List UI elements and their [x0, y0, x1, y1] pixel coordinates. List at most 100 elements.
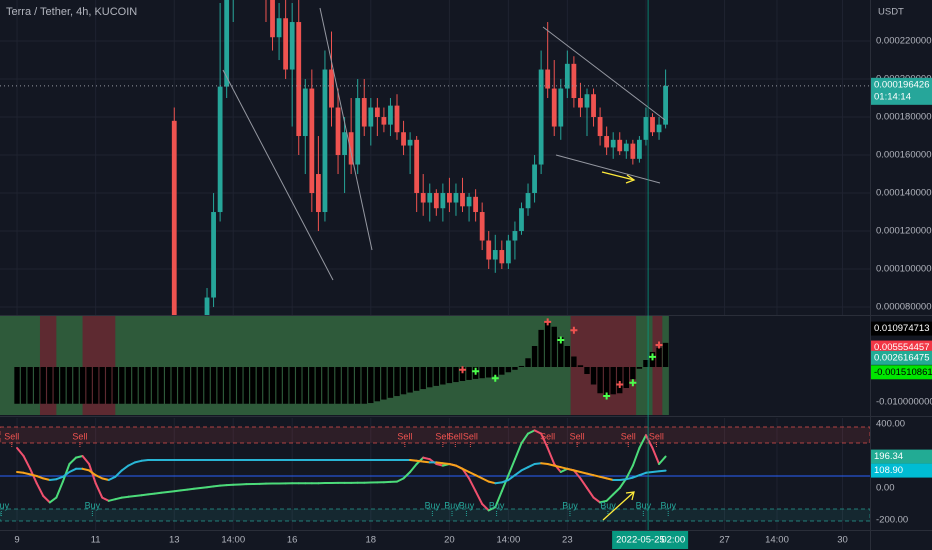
- oscillator-line: [192, 487, 202, 490]
- histogram-bar: [256, 367, 263, 404]
- oscillator-line: [572, 469, 582, 480]
- lower-band: [0, 508, 870, 522]
- signal-marker: [570, 326, 578, 334]
- oscillator-line: [658, 469, 667, 473]
- x-tick-label: 16: [287, 535, 298, 546]
- candle-body: [309, 88, 315, 194]
- candle-body: [571, 63, 577, 99]
- histogram-bar: [250, 367, 256, 404]
- histogram-bar: [197, 367, 204, 404]
- histogram-bar: [603, 367, 610, 396]
- oscillator-line: [507, 474, 516, 481]
- histogram-bar: [499, 367, 505, 375]
- histogram-bar: [210, 367, 217, 404]
- price-unit: USDT: [878, 7, 904, 18]
- oscillator-line: [638, 434, 647, 449]
- signal-marker: [557, 336, 565, 344]
- signal-marker: [629, 379, 637, 387]
- y-tick-label: -0.010000000: [876, 397, 932, 408]
- candle-body: [355, 98, 361, 165]
- oscillator-line: [147, 492, 156, 496]
- oscillator-line: [160, 491, 169, 494]
- signal-label: Sell: [4, 431, 19, 441]
- histogram-bar: [171, 367, 177, 404]
- oscillator-line: [120, 495, 130, 499]
- histogram-bar: [361, 367, 367, 404]
- oscillator-line: [533, 429, 543, 435]
- oscillator-line: [186, 487, 195, 491]
- oscillator-line: [520, 432, 530, 445]
- y-tick-label: 0.000220000: [876, 36, 931, 47]
- oscillator-line: [88, 469, 97, 477]
- oscillator-line: [42, 495, 51, 504]
- readout-label: -0.001510861: [874, 367, 932, 378]
- histogram-bar: [132, 367, 138, 404]
- histogram-bar: [427, 367, 433, 388]
- oscillator-line: [625, 476, 634, 481]
- histogram-bar: [413, 367, 420, 391]
- candle-body: [584, 94, 590, 108]
- histogram-bar: [551, 326, 557, 368]
- signal-label: Buy: [562, 500, 578, 510]
- signal-label: Buy: [425, 500, 441, 510]
- histogram-bar: [92, 367, 99, 404]
- histogram-bar: [636, 367, 643, 369]
- candle-body: [348, 132, 354, 165]
- histogram-bar: [322, 367, 328, 404]
- signal-label: Buy: [85, 500, 101, 510]
- signal-label: Sell: [397, 431, 412, 441]
- candle-body: [473, 196, 479, 213]
- candle-body: [558, 88, 564, 127]
- oscillator-line: [651, 447, 661, 465]
- candle-body: [597, 117, 603, 137]
- histogram-bar: [623, 367, 629, 389]
- oscillator-line: [651, 470, 661, 473]
- histogram-bar: [525, 358, 531, 368]
- x-tick-label: 18: [366, 535, 377, 546]
- x-tick-label: 14:00: [221, 535, 245, 546]
- candle-body: [551, 88, 557, 127]
- trendline: [555, 154, 661, 184]
- histogram-bar: [400, 367, 407, 395]
- candle-body: [578, 98, 583, 108]
- candle-body: [492, 250, 498, 260]
- y-tick-label: -200.00: [876, 515, 908, 526]
- candle-body: [610, 139, 616, 148]
- histogram-bar: [656, 347, 662, 368]
- oscillator-line: [199, 486, 209, 489]
- oscillator-line: [127, 495, 136, 498]
- histogram-bar: [597, 367, 603, 394]
- oscillator-line: [579, 477, 588, 489]
- candle-body: [283, 18, 289, 70]
- oscillator-line: [22, 471, 32, 476]
- histogram-bar: [440, 367, 446, 385]
- oscillator-line: [592, 496, 602, 504]
- oscillator-line: [35, 482, 45, 497]
- x-tick-label: 27: [719, 535, 730, 546]
- histogram-bar: [309, 367, 315, 404]
- candle-body: [591, 94, 596, 118]
- signal-marker: [544, 318, 552, 326]
- histogram-bar: [40, 367, 46, 404]
- oscillator-line: [42, 477, 51, 481]
- trendline: [542, 26, 666, 121]
- histogram-bar: [60, 367, 66, 404]
- histogram-bar: [381, 367, 387, 400]
- candle-body: [329, 69, 334, 108]
- oscillator-line: [74, 455, 84, 459]
- oscillator-line: [468, 477, 477, 493]
- histogram-bar: [204, 367, 210, 404]
- axes: 0.000080000 0.000100000 0.000120000 0.00014…: [14, 0, 932, 549]
- oscillator-line: [487, 480, 497, 485]
- y-tick-label: 0.000120000: [876, 226, 931, 237]
- oscillator-line: [94, 482, 104, 499]
- histogram-bar: [237, 367, 243, 404]
- oscillator-line: [153, 491, 163, 495]
- x-tick-label: 9: [14, 535, 19, 546]
- histogram-bar: [302, 367, 308, 404]
- oscillator-line: [494, 490, 503, 509]
- y-tick-label: 0.000140000: [876, 188, 931, 199]
- histogram-bar: [145, 367, 151, 404]
